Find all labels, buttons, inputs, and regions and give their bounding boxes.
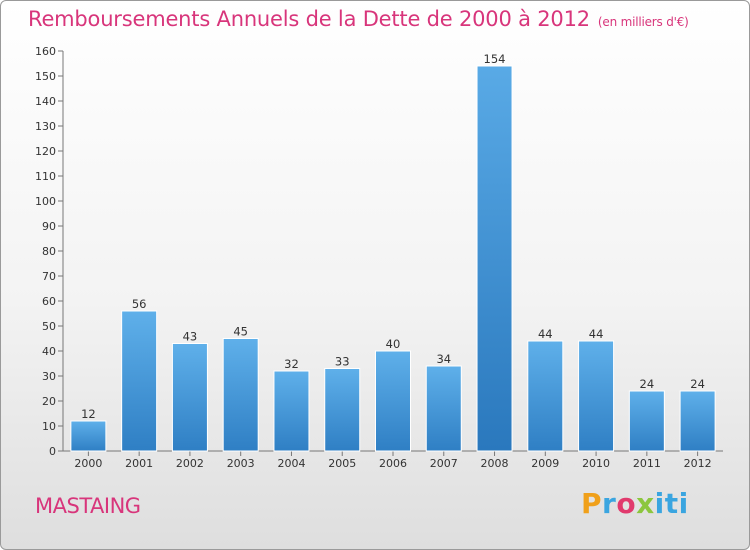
x-tick-label-2007: 2007 bbox=[430, 457, 458, 470]
logo-letter: x bbox=[636, 487, 655, 520]
bar-2011 bbox=[628, 390, 665, 452]
y-tick-label: 30 bbox=[42, 370, 56, 383]
value-label-2009: 44 bbox=[538, 327, 553, 341]
chart-unit-note: (en milliers d'€) bbox=[597, 15, 689, 29]
y-tick-label: 50 bbox=[42, 320, 56, 333]
value-label-2012: 24 bbox=[690, 377, 705, 391]
y-tick-label: 120 bbox=[35, 145, 56, 158]
x-tick-label-2002: 2002 bbox=[176, 457, 204, 470]
bar-2001 bbox=[121, 310, 158, 452]
x-tick-label-2011: 2011 bbox=[633, 457, 661, 470]
x-tick-label-2008: 2008 bbox=[481, 457, 509, 470]
x-tick-label-2004: 2004 bbox=[277, 457, 305, 470]
y-tick-label: 130 bbox=[35, 120, 56, 133]
value-label-2004: 32 bbox=[284, 357, 299, 371]
chart-title-text: Remboursements Annuels de la Dette de 20… bbox=[28, 7, 590, 31]
bar-2004 bbox=[273, 370, 310, 452]
x-tick-label-2010: 2010 bbox=[582, 457, 610, 470]
y-tick-label: 160 bbox=[35, 45, 56, 58]
value-label-2007: 34 bbox=[436, 352, 451, 366]
y-tick-label: 10 bbox=[42, 420, 56, 433]
y-tick-label: 110 bbox=[35, 170, 56, 183]
value-label-2000: 12 bbox=[81, 407, 96, 421]
value-label-2005: 33 bbox=[335, 355, 350, 369]
y-tick-label: 20 bbox=[42, 395, 56, 408]
y-tick-label: 80 bbox=[42, 245, 56, 258]
bar-2003 bbox=[222, 338, 259, 452]
bar-2005 bbox=[324, 368, 361, 452]
bar-2009 bbox=[527, 340, 564, 452]
y-tick-label: 60 bbox=[42, 295, 56, 308]
proxiti-logo: Proxiti bbox=[581, 487, 689, 520]
x-tick-label-2006: 2006 bbox=[379, 457, 407, 470]
y-tick-label: 100 bbox=[35, 195, 56, 208]
y-tick-label: 40 bbox=[42, 345, 56, 358]
y-tick-label: 0 bbox=[49, 445, 56, 458]
value-label-2003: 45 bbox=[233, 325, 248, 339]
y-tick-label: 90 bbox=[42, 220, 56, 233]
x-tick-label-2012: 2012 bbox=[684, 457, 712, 470]
town-name: MASTAING bbox=[35, 494, 141, 518]
x-tick-label-2000: 2000 bbox=[74, 457, 102, 470]
bar-2012 bbox=[679, 390, 716, 452]
value-label-2001: 56 bbox=[132, 297, 147, 311]
bar-2006 bbox=[375, 350, 411, 452]
y-tick-label: 150 bbox=[35, 70, 56, 83]
value-label-2010: 44 bbox=[589, 327, 604, 341]
axes: 0 10 20 30 40 50 60 70 80 90 100 110 120 130 140 150 160… bbox=[35, 45, 723, 470]
x-tick-label-2009: 2009 bbox=[531, 457, 559, 470]
chart-title: Remboursements Annuels de la Dette de 20… bbox=[28, 7, 689, 31]
bar-2000 bbox=[70, 420, 107, 452]
logo-letter: r bbox=[602, 487, 617, 520]
value-label-2006: 40 bbox=[386, 337, 401, 351]
bar-2010 bbox=[578, 340, 615, 452]
logo-letter: o bbox=[616, 487, 637, 520]
logo-letter: iti bbox=[654, 487, 689, 520]
value-label-2011: 24 bbox=[640, 377, 655, 391]
bars-group: 12 56 43 45 32 33 40 34 154 44 44 24 24 bbox=[70, 52, 716, 452]
y-tick-label: 140 bbox=[35, 95, 56, 108]
x-tick-label-2001: 2001 bbox=[125, 457, 153, 470]
bar-2008 bbox=[476, 65, 513, 452]
logo-letter: P bbox=[581, 487, 603, 520]
value-label-2008: 154 bbox=[484, 52, 506, 66]
y-tick-label: 70 bbox=[42, 270, 56, 283]
value-label-2002: 43 bbox=[183, 330, 198, 344]
x-tick-label-2005: 2005 bbox=[328, 457, 356, 470]
bar-2007 bbox=[425, 365, 462, 452]
bar-2002 bbox=[171, 343, 208, 452]
x-tick-label-2003: 2003 bbox=[227, 457, 255, 470]
